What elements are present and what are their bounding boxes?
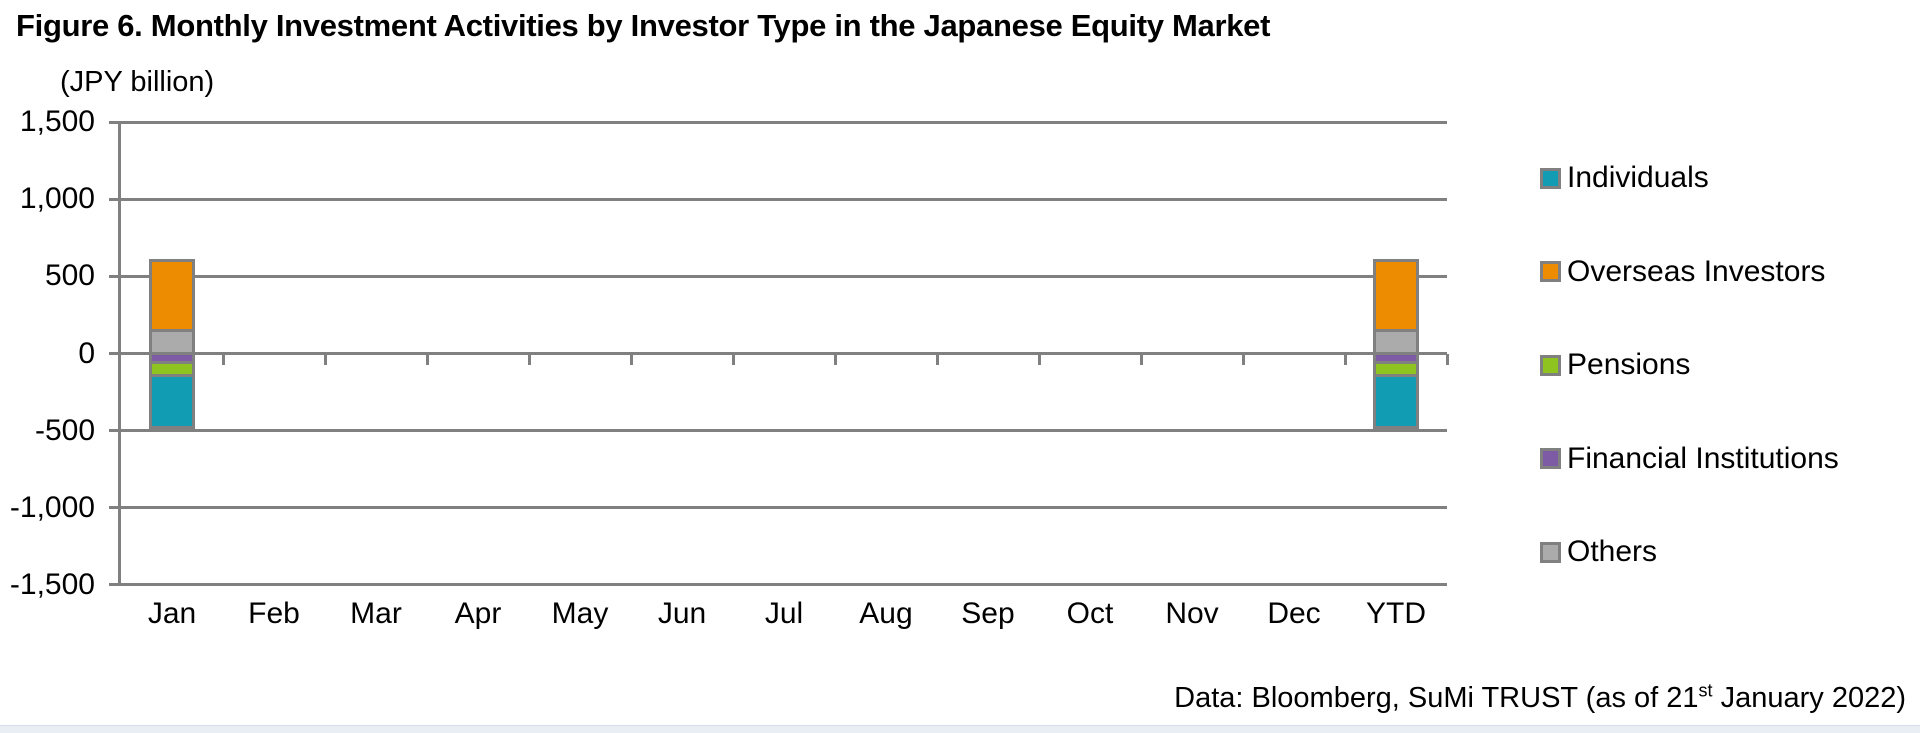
x-axis-tick-label: Oct <box>1066 597 1114 630</box>
x-axis-tick <box>425 353 429 365</box>
x-axis-tick <box>1139 353 1143 365</box>
gridline <box>109 583 1447 587</box>
y-axis-tick-label: 0 <box>78 336 95 370</box>
x-axis-tick <box>1343 353 1347 365</box>
gridline <box>109 197 1447 201</box>
y-axis-tick-label: 1,500 <box>19 105 95 138</box>
gridline <box>109 429 1447 433</box>
x-axis-tick <box>1037 353 1041 365</box>
bar-segment <box>149 373 195 430</box>
x-axis-tick <box>629 353 633 365</box>
footer-band <box>0 725 1920 733</box>
gridline <box>109 274 1447 278</box>
legend: Individuals Overseas Investors Pensions Fin… <box>1540 0 1920 733</box>
x-axis-tick-label: Jul <box>764 597 804 630</box>
x-axis-tick <box>1241 353 1245 365</box>
y-axis-tick-label: -500 <box>34 413 95 447</box>
legend-swatch-icon <box>1540 541 1561 563</box>
gridline <box>109 120 1447 124</box>
x-axis-tick <box>833 353 837 365</box>
legend-label: Others <box>1567 535 1658 568</box>
legend-item: Financial Institutions <box>1540 442 1839 476</box>
y-axis-line <box>118 120 121 587</box>
data-source-note: Data: Bloomberg, SuMi TRUST (as of 21st … <box>1174 680 1906 715</box>
legend-swatch-icon <box>1540 354 1561 376</box>
y-axis-units-label: (JPY billion) <box>60 66 215 98</box>
legend-label: Individuals <box>1567 161 1709 194</box>
figure-title: Figure 6. Monthly Investment Activities … <box>16 8 1271 43</box>
x-axis-tick <box>731 353 735 365</box>
legend-item: Overseas Investors <box>1540 255 1825 289</box>
x-axis-tick-label: Nov <box>1165 597 1219 630</box>
gridline <box>109 352 1447 355</box>
legend-label: Pensions <box>1567 348 1691 381</box>
source-superscript: st <box>1698 680 1713 701</box>
bar-segment <box>149 259 195 332</box>
x-axis-tick-label: Mar <box>350 597 402 630</box>
legend-swatch-icon <box>1540 261 1561 282</box>
x-axis-tick-label: Dec <box>1267 597 1321 630</box>
x-axis-tick <box>323 353 327 365</box>
x-axis-tick-label: Jun <box>657 597 707 630</box>
y-axis-tick-label: 1,000 <box>19 182 95 216</box>
legend-label: Overseas Investors <box>1567 254 1826 288</box>
x-axis-tick <box>527 353 531 365</box>
x-axis-tick-label: YTD <box>1366 597 1426 630</box>
y-axis-tick-label: -1,500 <box>9 567 95 601</box>
bar-segment <box>1373 259 1419 332</box>
y-axis-tick-label: 500 <box>44 259 95 293</box>
x-axis-tick <box>1445 353 1449 365</box>
source-text: Data: Bloomberg, SuMi TRUST (as of 21 <box>1174 682 1699 714</box>
y-axis-tick-label: -1,000 <box>9 490 95 524</box>
legend-label: Financial Institutions <box>1567 441 1839 475</box>
x-axis-tick-label: May <box>551 597 609 630</box>
legend-item: Individuals <box>1540 161 1709 195</box>
x-axis-tick-label: Apr <box>454 597 502 630</box>
legend-swatch-icon <box>1540 448 1561 469</box>
x-axis-tick-label: Sep <box>961 597 1015 630</box>
source-text-suffix: January 2022) <box>1712 682 1906 714</box>
legend-swatch-icon <box>1540 167 1561 189</box>
bar-segment <box>1373 373 1419 430</box>
x-axis-tick-label: Feb <box>248 597 300 630</box>
gridline <box>109 506 1447 510</box>
legend-item: Pensions <box>1540 348 1690 382</box>
x-axis-tick <box>935 353 939 365</box>
legend-item: Others <box>1540 535 1657 569</box>
x-axis-tick-label: Jan <box>147 597 197 630</box>
x-axis-tick <box>221 353 225 365</box>
x-axis-tick-label: Aug <box>859 597 913 630</box>
